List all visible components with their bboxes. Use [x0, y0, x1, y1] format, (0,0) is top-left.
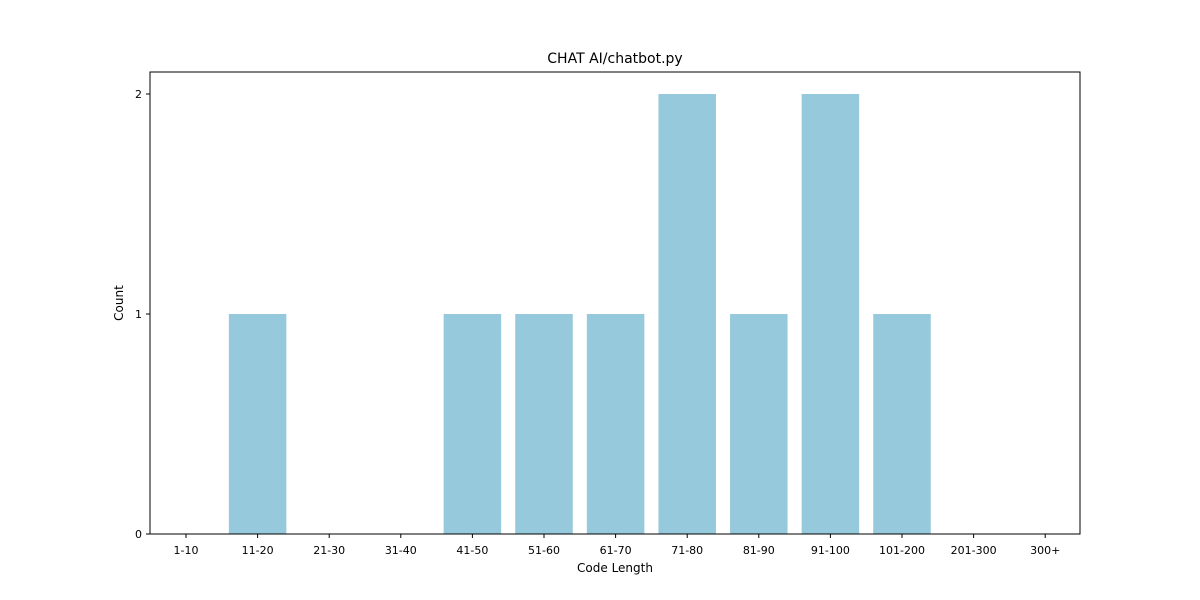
chart-title: CHAT AI/chatbot.py [547, 51, 682, 67]
plot-frame [149, 71, 1081, 535]
x-tick-label: 11-20 [242, 544, 274, 557]
x-tick-label: 300+ [1030, 544, 1060, 557]
bar-41-50 [443, 314, 502, 534]
y-tick-label: 0 [135, 528, 142, 541]
x-axis-label: Code Length [577, 561, 653, 575]
x-tick-label: 71-80 [671, 544, 703, 557]
bar-11-20 [228, 314, 287, 534]
bar-81-90 [730, 314, 788, 534]
bar-61-70 [586, 314, 645, 534]
x-tick-label: 51-60 [528, 544, 560, 557]
x-tick-label: 101-200 [879, 544, 925, 557]
bar-101-200 [873, 314, 931, 534]
bar-51-60 [515, 314, 573, 534]
y-tick-label: 2 [135, 88, 142, 101]
x-tick-label: 1-10 [174, 544, 199, 557]
x-tick-label: 61-70 [600, 544, 632, 557]
bars-group [228, 94, 931, 534]
x-tick-label: 31-40 [385, 544, 417, 557]
x-tick-label: 21-30 [313, 544, 345, 557]
x-tick-label: 41-50 [456, 544, 488, 557]
y-ticks-group: 0 1 2 [135, 88, 150, 541]
x-tick-label: 91-100 [811, 544, 850, 557]
x-ticks-group: 1-10 11-20 21-30 31-40 41-50 51-60 61-70 71-80 8… [174, 534, 1060, 557]
bar-91-100 [801, 94, 860, 534]
x-tick-label: 81-90 [743, 544, 775, 557]
bar-71-80 [658, 94, 716, 534]
y-axis-label: Count [112, 285, 126, 321]
x-tick-label: 201-300 [951, 544, 997, 557]
y-tick-label: 1 [135, 308, 142, 321]
